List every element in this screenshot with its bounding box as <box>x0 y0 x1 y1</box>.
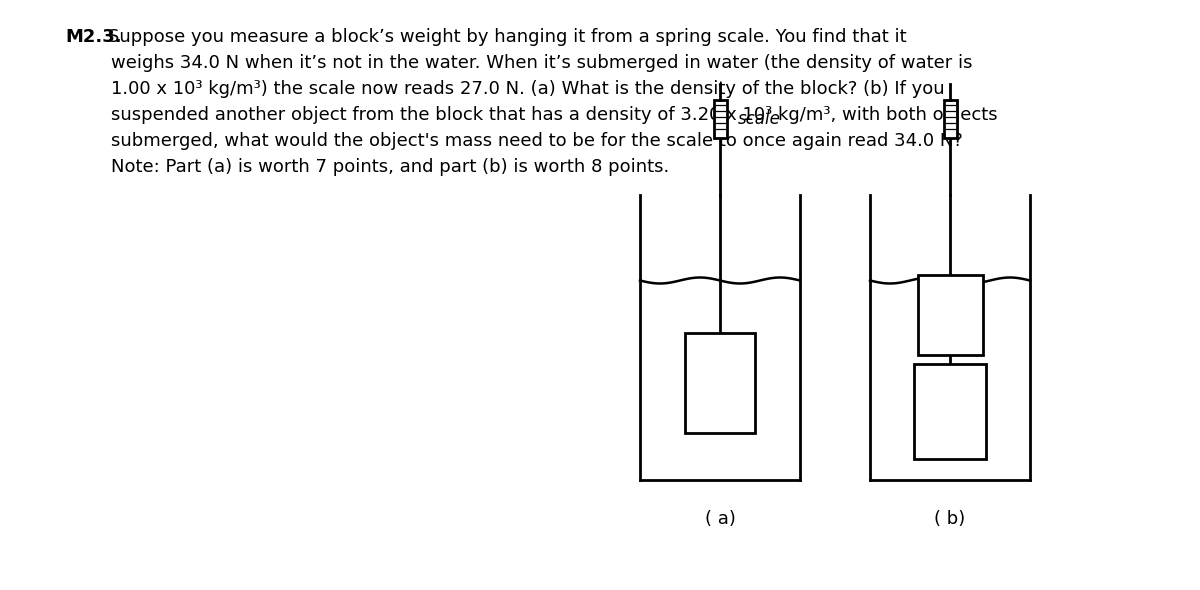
Bar <box>918 275 983 355</box>
Text: weighs 34.0 N when it’s not in the water. When it’s submerged in water (the dens: weighs 34.0 N when it’s not in the water… <box>65 54 972 72</box>
Text: M2.3.: M2.3. <box>65 28 121 46</box>
Text: Suppose you measure a block’s weight by hanging it from a spring scale. You find: Suppose you measure a block’s weight by … <box>108 28 907 46</box>
Bar <box>914 364 986 459</box>
Text: scale: scale <box>738 110 781 128</box>
Text: Note: Part (a) is worth 7 points, and part (b) is worth 8 points.: Note: Part (a) is worth 7 points, and pa… <box>65 158 670 176</box>
Text: 1.00 x 10³ kg/m³) the scale now reads 27.0 N. (a) What is the density of the blo: 1.00 x 10³ kg/m³) the scale now reads 27… <box>65 80 944 98</box>
Text: ( a): ( a) <box>704 510 736 528</box>
Bar <box>943 100 956 138</box>
Bar <box>685 333 755 433</box>
Text: suspended another object from the block that has a density of 3.20 x 10³ kg/m³, : suspended another object from the block … <box>65 106 997 124</box>
Text: ( b): ( b) <box>935 510 966 528</box>
Bar <box>714 100 726 138</box>
Text: submerged, what would the object's mass need to be for the scale to once again r: submerged, what would the object's mass … <box>65 132 962 150</box>
